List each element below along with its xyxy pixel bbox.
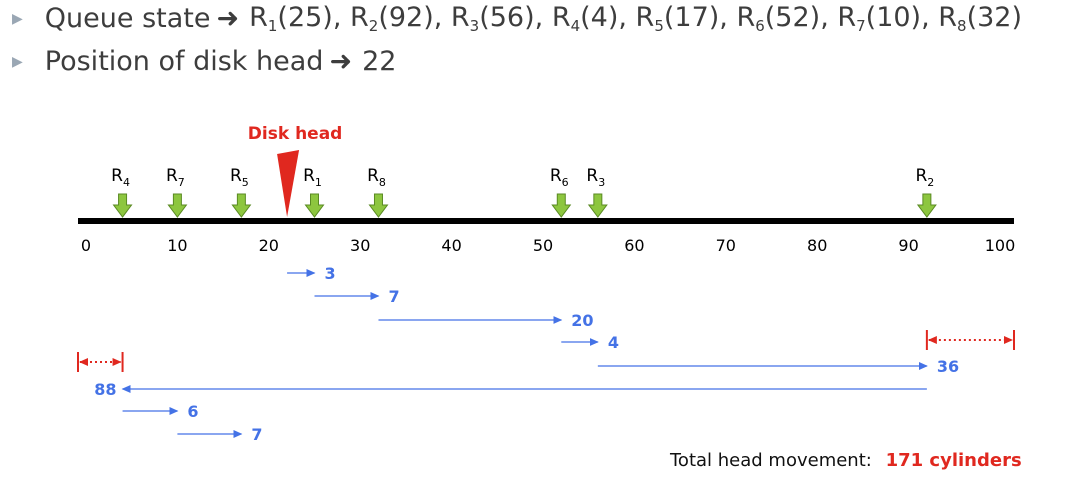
request-marker-name: R	[111, 166, 123, 186]
request-marker-name: R	[166, 166, 178, 186]
queue-request-index: 7	[856, 17, 866, 35]
queue-request-cylinder: (32)	[966, 2, 1023, 33]
queue-request: R2(92),	[350, 2, 451, 35]
axis-tick-label: 50	[533, 236, 553, 255]
request-marker-index: 2	[927, 176, 934, 189]
movement-distance-label: 7	[388, 287, 399, 306]
axis-tick-label: 40	[441, 236, 461, 255]
movement-distance-label: 6	[187, 402, 198, 421]
queue-state-label: Queue state	[44, 3, 211, 34]
queue-request-cylinder: (4),	[580, 2, 636, 33]
queue-request-name: R	[551, 2, 571, 33]
queue-request: R4(4),	[551, 2, 636, 35]
disk-head-label: Disk head	[248, 124, 343, 144]
request-marker-index: 1	[315, 176, 322, 189]
queue-request-name: R	[350, 2, 369, 33]
request-marker-index: 8	[379, 176, 386, 189]
request-marker-name: R	[550, 166, 562, 186]
queue-request-name: R	[635, 2, 655, 33]
queue-request-index: 1	[267, 17, 278, 35]
movement-distance-label: 3	[325, 264, 336, 283]
queue-request-index: 2	[368, 17, 379, 35]
total-label: Total head movement:	[670, 450, 872, 471]
head-position-line: ▶ Position of disk head ➜ 22	[12, 46, 396, 77]
queue-request-name: R	[938, 2, 958, 33]
movement-distance-label: 88	[94, 380, 116, 399]
head-position-label: Position of disk head	[44, 46, 324, 77]
queue-request: R7(10),	[837, 2, 939, 35]
right-arrow-icon: ➜	[329, 46, 353, 77]
green-down-arrow-icon	[112, 193, 133, 218]
request-marker-label: R1	[303, 166, 322, 189]
axis-tick-label: 100	[985, 236, 1016, 255]
queue-request: R5(17),	[635, 2, 737, 35]
axis-tick-label: 10	[167, 236, 187, 255]
queue-request-index: 8	[957, 17, 967, 35]
queue-request: R8(32)	[938, 2, 1023, 35]
queue-request-name: R	[736, 2, 756, 33]
queue-request-index: 6	[755, 17, 765, 35]
bullet-triangle-icon: ▶	[12, 53, 23, 70]
queue-request-cylinder: (52),	[764, 2, 838, 33]
request-marker-index: 5	[242, 176, 249, 189]
request-marker-label: R8	[367, 166, 386, 189]
request-marker-name: R	[586, 166, 598, 186]
movement-distance-label: 36	[937, 357, 959, 376]
queue-state-line: ▶ Queue state ➜ R1(25), R2(92), R3(56), …	[12, 2, 1022, 35]
queue-request: R3(56),	[450, 2, 552, 35]
green-down-arrow-icon	[231, 193, 252, 218]
head-position-value: 22	[362, 46, 397, 77]
request-marker-label: R3	[586, 166, 605, 189]
total-head-movement: Total head movement: 171 cylinders	[670, 450, 1022, 471]
queue-request-cylinder: (10),	[865, 2, 939, 33]
green-down-arrow-icon	[368, 193, 389, 218]
request-marker-index: 7	[178, 176, 185, 189]
axis-tick-label: 60	[624, 236, 644, 255]
green-down-arrow-icon	[916, 193, 937, 218]
axis-tick-label: 80	[807, 236, 827, 255]
request-marker-name: R	[367, 166, 379, 186]
movement-distance-label: 4	[608, 333, 619, 352]
queue-request-name: R	[249, 2, 268, 33]
queue-request-cylinder: (92),	[378, 2, 451, 33]
queue-request-cylinder: (56),	[479, 2, 552, 33]
request-marker-index: 3	[598, 176, 605, 189]
queue-request-cylinder: (17),	[663, 2, 737, 33]
request-marker-label: R6	[550, 166, 569, 189]
queue-request-index: 4	[570, 17, 581, 35]
request-list: R1(25), R2(92), R3(56), R4(4), R5(17), R…	[249, 2, 1022, 35]
request-marker-label: R2	[915, 166, 934, 189]
green-down-arrow-icon	[167, 193, 188, 218]
total-value: 171 cylinders	[885, 450, 1022, 471]
request-marker-name: R	[915, 166, 927, 186]
queue-request: R6(52),	[736, 2, 838, 35]
request-marker-name: R	[230, 166, 242, 186]
request-marker-label: R7	[166, 166, 185, 189]
queue-request-index: 5	[654, 17, 664, 35]
green-down-arrow-icon	[304, 193, 325, 218]
bullet-triangle-icon: ▶	[12, 10, 23, 27]
axis-tick-label: 20	[259, 236, 279, 255]
green-down-arrow-icon	[587, 193, 608, 218]
movement-distance-label: 20	[571, 311, 593, 330]
queue-request-name: R	[450, 2, 470, 33]
request-marker-label: R4	[111, 166, 130, 189]
queue-request-index: 3	[469, 17, 480, 35]
green-down-arrow-icon	[551, 193, 572, 218]
request-marker-index: 6	[562, 176, 569, 189]
request-marker-label: R5	[230, 166, 249, 189]
axis-tick-label: 90	[898, 236, 918, 255]
request-marker-name: R	[303, 166, 315, 186]
movement-distance-label: 7	[251, 425, 262, 444]
axis-tick-label: 70	[716, 236, 736, 255]
queue-request-name: R	[837, 2, 857, 33]
disk-head-pointer	[277, 150, 300, 217]
request-marker-index: 4	[123, 176, 130, 189]
queue-request: R1(25),	[249, 2, 350, 35]
right-arrow-icon: ➜	[216, 3, 240, 34]
axis-tick-label: 30	[350, 236, 370, 255]
queue-request-cylinder: (25),	[277, 2, 350, 33]
axis-tick-label: 0	[81, 236, 91, 255]
